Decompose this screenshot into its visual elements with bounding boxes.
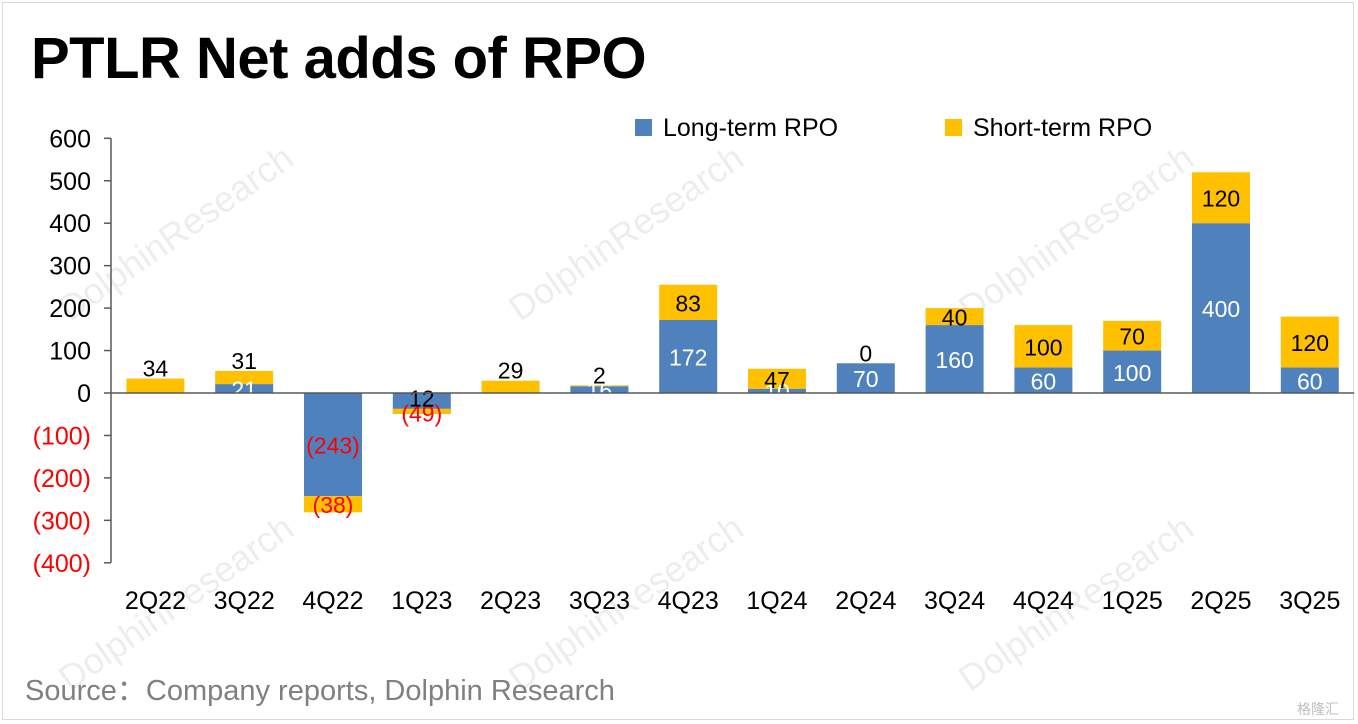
data-label-long-term: 10: [764, 379, 790, 405]
bar-long-term: [1192, 223, 1250, 393]
x-tick-label: 1Q23: [391, 587, 452, 615]
bar-short-term: [392, 408, 451, 414]
data-label-long-term: 100: [1113, 360, 1151, 386]
data-label-long-term: (49): [401, 400, 442, 426]
watermark-text: DolphinResearch: [951, 507, 1201, 699]
bar-long-term: [748, 388, 806, 393]
data-label-short-term: 2: [593, 362, 606, 388]
bar-long-term: [304, 393, 362, 497]
data-label-short-term: 100: [1024, 334, 1062, 360]
bar-short-term: [1192, 172, 1250, 224]
legend-label: Long-term RPO: [663, 114, 838, 142]
y-tick-label: (200): [33, 465, 91, 493]
y-tick-label: (400): [33, 550, 91, 578]
y-tick-label: 300: [49, 253, 91, 281]
data-label-short-term: 34: [143, 356, 169, 382]
legend-swatch: [635, 119, 652, 136]
bar-long-term: [570, 386, 629, 393]
data-label-long-term: 172: [669, 344, 707, 370]
data-label-short-term: 40: [942, 305, 968, 331]
bar-long-term: [392, 393, 451, 414]
x-tick-label: 2Q23: [480, 587, 541, 615]
bar-short-term: [126, 378, 185, 393]
bar-short-term: [1014, 325, 1073, 368]
bar-long-term: [925, 325, 984, 393]
data-label-long-term: 70: [853, 366, 879, 392]
data-label-short-term: 31: [231, 348, 257, 374]
x-tick-label: 2Q24: [835, 587, 896, 615]
watermark-text: DolphinResearch: [951, 137, 1201, 329]
x-tick-label: 3Q24: [924, 587, 985, 615]
source-note: Source：Company reports, Dolphin Research: [25, 675, 615, 707]
data-label-long-term: (243): [306, 433, 360, 459]
y-tick-label: 100: [49, 338, 91, 366]
data-label-short-term: 47: [764, 367, 790, 393]
bar-long-term: [1014, 367, 1073, 393]
y-tick-label: (100): [33, 422, 91, 450]
data-label-long-term: 60: [1031, 368, 1057, 394]
x-tick-label: 4Q22: [302, 587, 363, 615]
legend-label: Short-term RPO: [973, 114, 1152, 142]
bar-short-term: [215, 370, 274, 385]
data-label-short-term: 120: [1291, 330, 1329, 356]
data-label-short-term: 0: [859, 340, 872, 366]
data-label-short-term: 70: [1119, 324, 1145, 350]
bar-long-term: [659, 319, 718, 393]
brand-mark: 格隆汇: [1297, 701, 1339, 717]
chart-title: PTLR Net adds of RPO: [31, 26, 647, 91]
data-label-short-term: 120: [1202, 186, 1240, 212]
y-tick-label: (300): [33, 507, 91, 535]
x-tick-label: 4Q23: [658, 587, 719, 615]
data-label-long-term: 21: [231, 377, 257, 403]
bar-short-term: [748, 368, 806, 389]
data-label-long-term: 60: [1297, 368, 1323, 394]
bar-long-term: [1280, 367, 1339, 393]
y-tick-label: 400: [49, 210, 91, 238]
bar-short-term: [304, 496, 362, 513]
x-tick-label: 3Q25: [1279, 587, 1340, 615]
legend: Long-term RPO Short-term RPO: [635, 114, 1152, 142]
x-tick-label: 4Q24: [1013, 587, 1074, 615]
bar-short-term: [1103, 320, 1162, 351]
bar-short-term: [481, 380, 540, 393]
x-tick-label: 1Q25: [1102, 587, 1163, 615]
data-label-long-term: 160: [935, 347, 973, 373]
data-label-short-term: 29: [498, 358, 524, 384]
data-label-short-term: 12: [409, 386, 435, 412]
y-tick-label: 500: [49, 168, 91, 196]
bar-short-term: [925, 308, 984, 326]
data-label-short-term: (38): [313, 492, 354, 518]
legend-swatch: [945, 119, 962, 136]
data-label-short-term: 83: [675, 290, 701, 316]
bar-short-term: [1280, 316, 1339, 368]
bar-short-term: [570, 385, 629, 387]
data-label-long-term: 16: [587, 378, 613, 404]
bar-long-term: [836, 363, 895, 393]
x-tick-label: 3Q23: [569, 587, 630, 615]
x-tick-label: 2Q25: [1190, 587, 1251, 615]
bar-long-term: [215, 384, 274, 393]
stacked-bar-chart: DolphinResearch DolphinResearch DolphinRes…: [33, 114, 1355, 699]
bar-long-term: [1103, 350, 1162, 393]
x-tick-label: 2Q22: [125, 587, 186, 615]
axis-layer: 6005004003002001000(100)(200)(300)(400)2…: [33, 125, 1355, 615]
x-tick-label: 3Q22: [214, 587, 275, 615]
y-tick-label: 600: [49, 125, 91, 153]
data-label-long-term: 400: [1202, 296, 1240, 322]
x-tick-label: 1Q24: [746, 587, 807, 615]
y-tick-label: 0: [77, 380, 91, 408]
bar-short-term: [659, 284, 718, 320]
y-tick-label: 200: [49, 295, 91, 323]
